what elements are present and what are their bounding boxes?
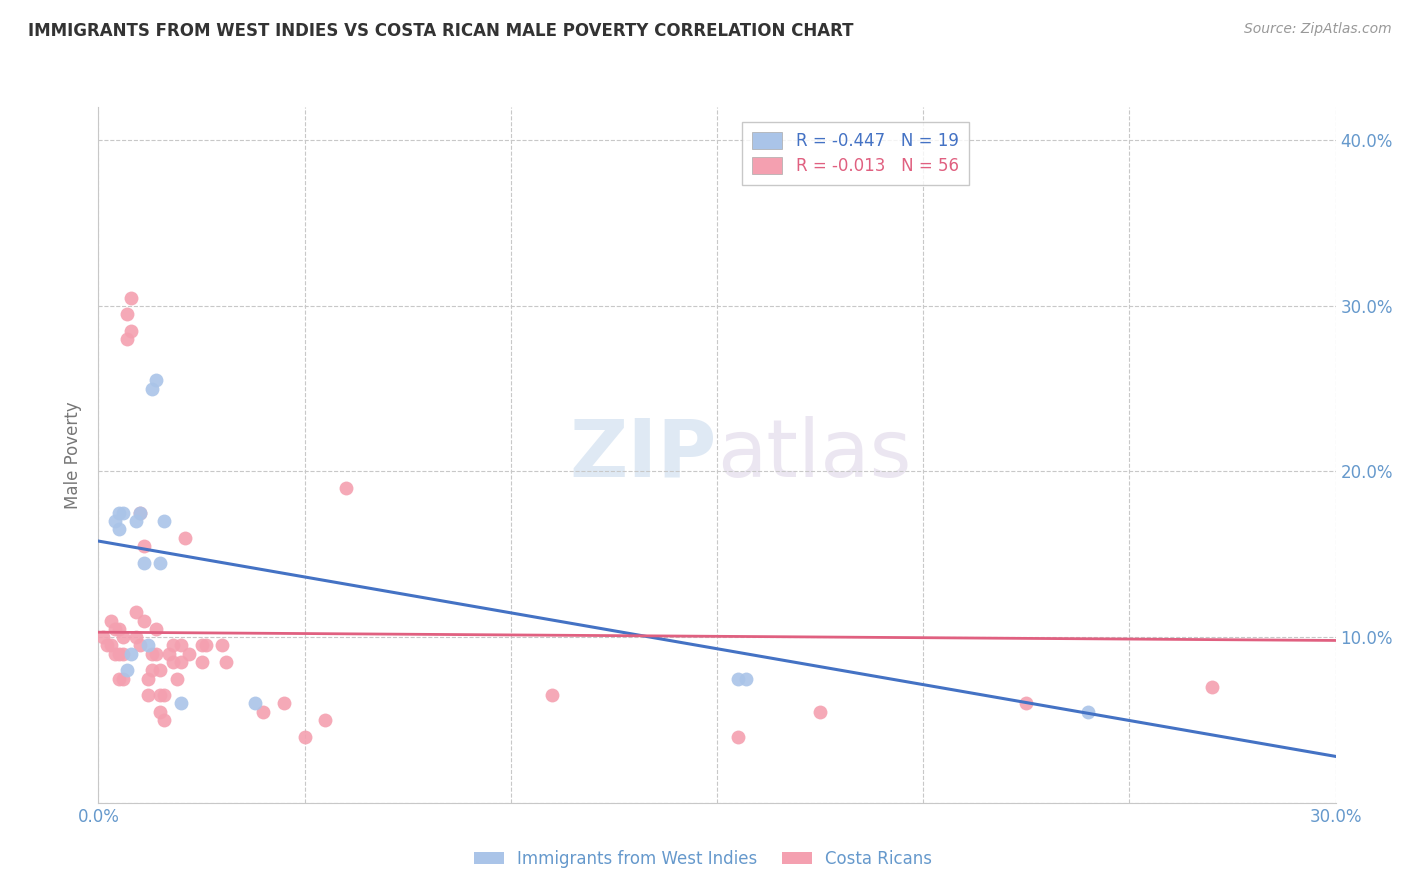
Point xyxy=(132,614,155,628)
Point xyxy=(162,639,184,653)
Point xyxy=(112,647,135,661)
Point xyxy=(194,639,217,653)
Point xyxy=(132,556,155,570)
Point xyxy=(1201,680,1223,694)
Point xyxy=(153,713,176,727)
Point xyxy=(124,514,146,528)
Point xyxy=(170,655,193,669)
Point xyxy=(252,705,274,719)
Point xyxy=(128,506,150,520)
Point xyxy=(727,730,749,744)
Point xyxy=(141,647,163,661)
Legend: R = -0.447   N = 19, R = -0.013   N = 56: R = -0.447 N = 19, R = -0.013 N = 56 xyxy=(742,122,969,186)
Text: IMMIGRANTS FROM WEST INDIES VS COSTA RICAN MALE POVERTY CORRELATION CHART: IMMIGRANTS FROM WEST INDIES VS COSTA RIC… xyxy=(28,22,853,40)
Point xyxy=(1015,697,1038,711)
Point xyxy=(162,655,184,669)
Point xyxy=(112,672,135,686)
Point xyxy=(96,639,118,653)
Point xyxy=(215,655,238,669)
Point xyxy=(166,672,188,686)
Point xyxy=(100,614,122,628)
Point xyxy=(335,481,357,495)
Point xyxy=(190,639,212,653)
Point xyxy=(124,605,146,619)
Point xyxy=(120,647,142,661)
Point xyxy=(108,622,131,636)
Point xyxy=(112,506,135,520)
Point xyxy=(145,622,167,636)
Text: Source: ZipAtlas.com: Source: ZipAtlas.com xyxy=(1244,22,1392,37)
Point xyxy=(132,539,155,553)
Point xyxy=(211,639,233,653)
Point xyxy=(124,630,146,644)
Text: atlas: atlas xyxy=(717,416,911,494)
Point xyxy=(117,307,139,321)
Point xyxy=(141,663,163,677)
Point xyxy=(149,705,172,719)
Point xyxy=(157,647,180,661)
Point xyxy=(136,639,159,653)
Point xyxy=(108,506,131,520)
Point xyxy=(100,639,122,653)
Point xyxy=(117,332,139,346)
Point xyxy=(149,688,172,702)
Point xyxy=(136,688,159,702)
Point xyxy=(120,324,142,338)
Point xyxy=(91,630,114,644)
Y-axis label: Male Poverty: Male Poverty xyxy=(65,401,83,508)
Point xyxy=(808,705,831,719)
Point xyxy=(108,647,131,661)
Point xyxy=(170,697,193,711)
Point xyxy=(145,647,167,661)
Point xyxy=(128,506,150,520)
Point xyxy=(104,647,127,661)
Point xyxy=(117,663,139,677)
Point xyxy=(1077,705,1099,719)
Point xyxy=(108,523,131,537)
Point xyxy=(294,730,316,744)
Point xyxy=(104,622,127,636)
Point xyxy=(141,382,163,396)
Point xyxy=(149,663,172,677)
Point xyxy=(149,556,172,570)
Point xyxy=(145,373,167,387)
Point xyxy=(104,514,127,528)
Point xyxy=(174,531,197,545)
Point xyxy=(735,672,758,686)
Point xyxy=(120,291,142,305)
Point xyxy=(727,672,749,686)
Point xyxy=(108,672,131,686)
Point xyxy=(153,514,176,528)
Point xyxy=(170,639,193,653)
Point xyxy=(112,630,135,644)
Legend: Immigrants from West Indies, Costa Ricans: Immigrants from West Indies, Costa Rican… xyxy=(467,844,939,875)
Point xyxy=(541,688,564,702)
Point xyxy=(136,672,159,686)
Point xyxy=(243,697,266,711)
Point xyxy=(190,655,212,669)
Point xyxy=(314,713,336,727)
Text: ZIP: ZIP xyxy=(569,416,717,494)
Point xyxy=(273,697,295,711)
Point xyxy=(179,647,201,661)
Point xyxy=(153,688,176,702)
Point xyxy=(128,639,150,653)
